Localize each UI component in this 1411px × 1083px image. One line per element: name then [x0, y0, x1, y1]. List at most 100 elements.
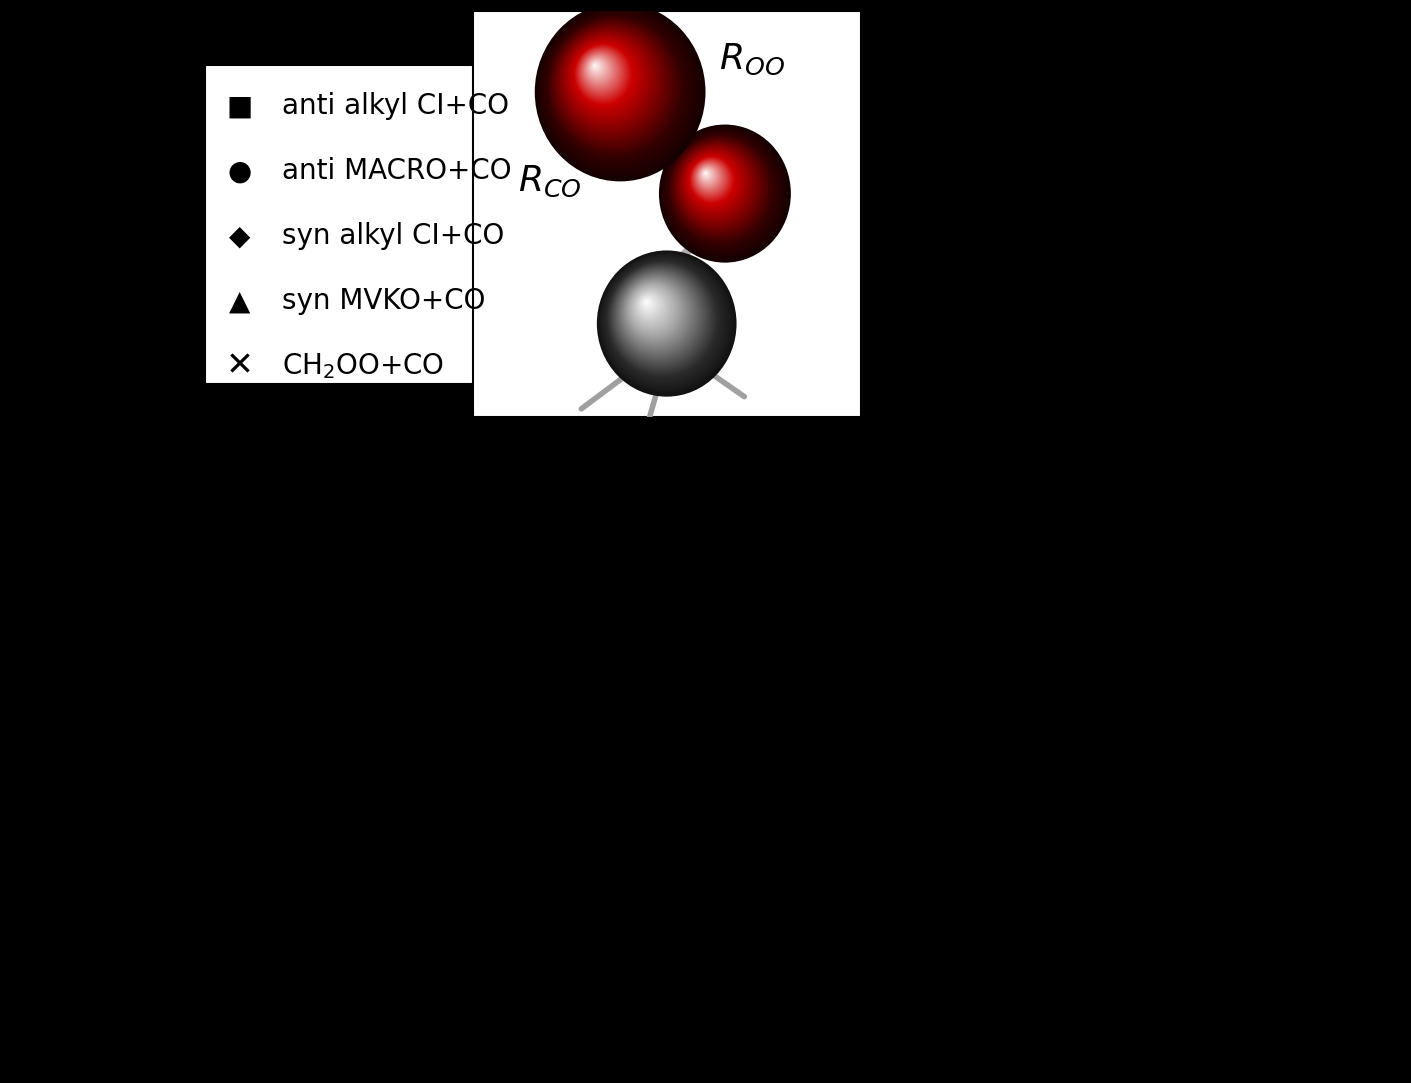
Circle shape	[549, 17, 680, 154]
Circle shape	[676, 142, 759, 230]
Circle shape	[682, 148, 749, 219]
Circle shape	[698, 167, 717, 185]
Circle shape	[610, 264, 713, 371]
Circle shape	[691, 158, 731, 199]
Circle shape	[683, 149, 746, 217]
Text: anti MACRO+CO: anti MACRO+CO	[282, 157, 512, 185]
Circle shape	[643, 299, 650, 306]
Circle shape	[622, 277, 690, 348]
Circle shape	[574, 44, 632, 104]
Circle shape	[672, 139, 766, 237]
Text: syn alkyl CI+CO: syn alkyl CI+CO	[282, 222, 505, 250]
Circle shape	[598, 251, 735, 395]
Circle shape	[694, 161, 725, 194]
Circle shape	[593, 63, 598, 69]
Circle shape	[617, 271, 700, 358]
Circle shape	[581, 52, 618, 90]
Circle shape	[564, 34, 650, 123]
Circle shape	[605, 260, 720, 379]
Circle shape	[608, 262, 715, 375]
Circle shape	[694, 160, 727, 195]
Circle shape	[682, 148, 748, 218]
Circle shape	[635, 289, 667, 324]
Circle shape	[586, 56, 611, 82]
Circle shape	[602, 257, 725, 386]
Circle shape	[570, 39, 641, 114]
Circle shape	[612, 266, 708, 366]
Circle shape	[667, 133, 775, 246]
Circle shape	[580, 50, 622, 94]
Text: syn MVKO+CO: syn MVKO+CO	[282, 287, 485, 315]
Circle shape	[660, 126, 789, 261]
Circle shape	[663, 129, 782, 253]
Text: anti alkyl CI+CO: anti alkyl CI+CO	[282, 92, 509, 120]
Circle shape	[629, 285, 676, 334]
Circle shape	[559, 28, 662, 135]
Circle shape	[629, 284, 677, 335]
Circle shape	[693, 160, 728, 197]
Circle shape	[672, 138, 768, 238]
Circle shape	[679, 145, 753, 224]
Circle shape	[542, 10, 693, 168]
Text: ◆: ◆	[229, 222, 251, 250]
Circle shape	[587, 58, 608, 79]
Circle shape	[704, 172, 707, 174]
Circle shape	[690, 157, 732, 201]
Circle shape	[636, 292, 662, 319]
Circle shape	[673, 139, 765, 236]
Circle shape	[550, 18, 677, 153]
Circle shape	[536, 4, 701, 178]
Circle shape	[536, 3, 704, 180]
Circle shape	[557, 26, 665, 139]
Circle shape	[634, 289, 669, 325]
Circle shape	[642, 298, 652, 308]
Circle shape	[547, 16, 682, 156]
Circle shape	[643, 300, 649, 304]
Text: CH$_2$OO+CO: CH$_2$OO+CO	[282, 351, 444, 381]
Circle shape	[557, 27, 663, 136]
Circle shape	[605, 259, 721, 381]
Circle shape	[686, 152, 742, 212]
Circle shape	[550, 19, 676, 151]
Circle shape	[583, 53, 617, 89]
Circle shape	[543, 11, 691, 166]
Circle shape	[546, 15, 683, 158]
Circle shape	[700, 167, 715, 183]
Circle shape	[615, 270, 701, 361]
Circle shape	[584, 54, 615, 87]
Circle shape	[631, 286, 673, 330]
Circle shape	[700, 168, 714, 182]
Circle shape	[680, 146, 752, 222]
Circle shape	[538, 5, 700, 175]
Circle shape	[632, 287, 672, 328]
Circle shape	[626, 282, 682, 340]
Circle shape	[604, 258, 724, 384]
Circle shape	[573, 42, 635, 108]
Circle shape	[703, 170, 711, 179]
Circle shape	[591, 61, 602, 73]
Circle shape	[698, 166, 718, 186]
Circle shape	[576, 45, 629, 102]
Circle shape	[638, 293, 659, 316]
Circle shape	[607, 261, 718, 378]
Circle shape	[624, 278, 687, 344]
Text: $\mathit{R}_{OO}$: $\mathit{R}_{OO}$	[720, 42, 785, 77]
Circle shape	[665, 131, 779, 250]
Circle shape	[696, 164, 722, 191]
Circle shape	[579, 49, 624, 96]
Circle shape	[567, 36, 646, 119]
Circle shape	[701, 169, 713, 181]
Circle shape	[560, 30, 658, 131]
Circle shape	[670, 135, 770, 242]
Circle shape	[687, 154, 739, 209]
Circle shape	[618, 273, 697, 355]
Circle shape	[631, 286, 674, 331]
Text: ✕: ✕	[226, 350, 254, 382]
Circle shape	[601, 256, 728, 387]
Circle shape	[697, 165, 720, 187]
Text: $\mathit{R}_{CO}$: $\mathit{R}_{CO}$	[518, 164, 583, 199]
Circle shape	[636, 291, 665, 321]
Circle shape	[560, 29, 659, 133]
Circle shape	[556, 25, 666, 141]
Circle shape	[563, 32, 652, 126]
